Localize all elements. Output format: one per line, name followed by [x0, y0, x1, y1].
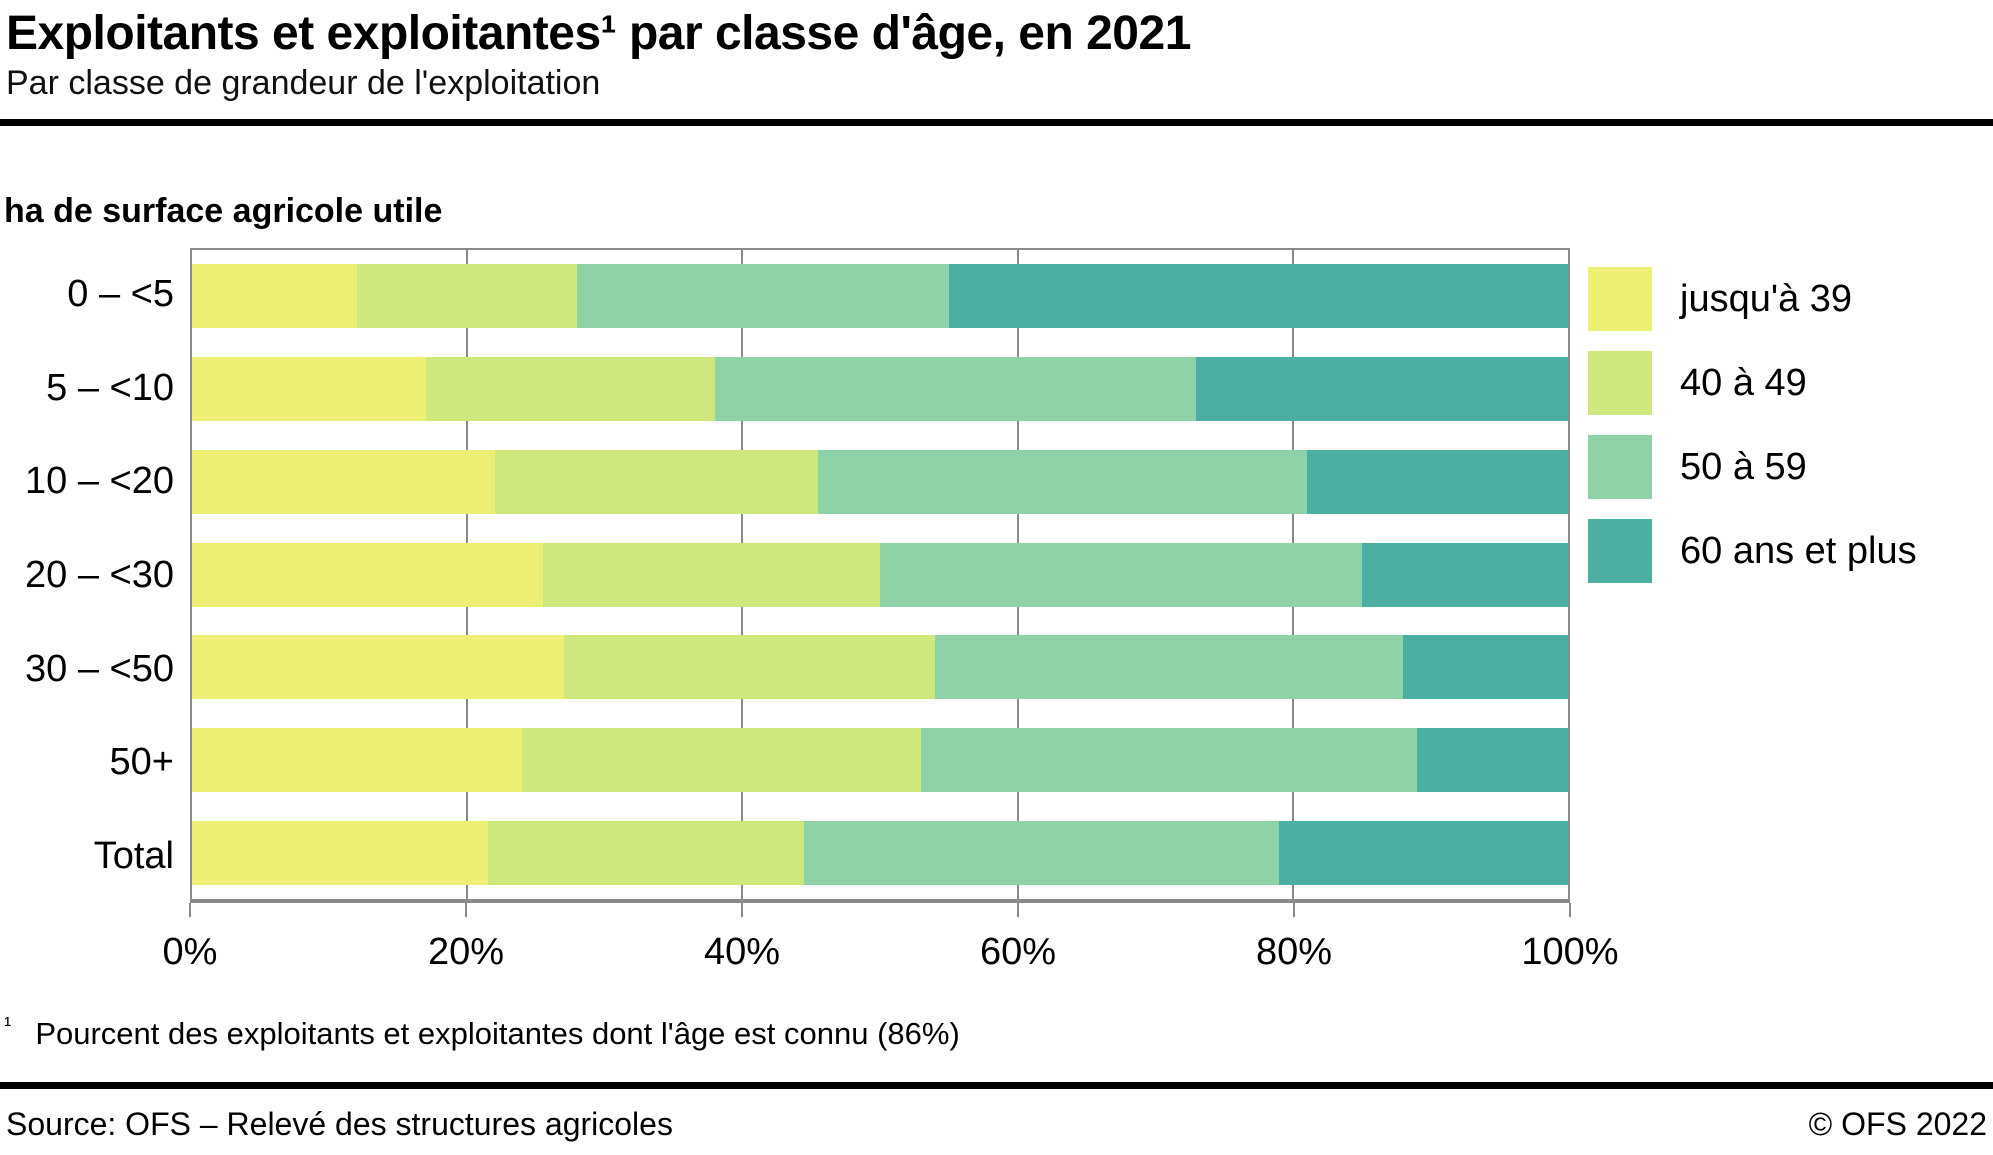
row-label: 10 – <20 — [25, 460, 174, 503]
bar-row — [192, 621, 1568, 714]
legend-label: 40 à 49 — [1680, 361, 1807, 404]
x-axis-tick-label: 0% — [162, 931, 218, 973]
bar-row — [192, 435, 1568, 528]
y-axis-title: ha de surface agricole utile — [4, 192, 443, 230]
legend-swatch — [1588, 435, 1652, 499]
bar-segment — [192, 542, 543, 607]
bar-segment — [577, 264, 949, 329]
row-labels: 0 – <5 5 – <10 10 – <20 20 – <30 30 – <50 50+… — [0, 248, 174, 903]
stacked-bar — [192, 635, 1568, 700]
bar-row — [192, 528, 1568, 621]
bar-segment — [935, 635, 1403, 700]
legend-label: 50 à 59 — [1680, 445, 1807, 488]
bar-segment — [192, 635, 564, 700]
bar-segment — [1361, 542, 1568, 607]
bar-segment — [1196, 357, 1568, 422]
bar-segment — [804, 820, 1280, 885]
page-title: Exploitants et exploitantes¹ par classe … — [6, 7, 1191, 60]
plot-area — [190, 248, 1570, 903]
stacked-bar — [192, 357, 1568, 422]
legend-swatch — [1588, 519, 1652, 583]
row-label: 50+ — [109, 741, 174, 784]
page-subtitle: Par classe de grandeur de l'exploitation — [6, 64, 601, 102]
bar-segment — [1402, 635, 1568, 700]
legend-item: 50 à 59 — [1588, 435, 1917, 499]
legend-item: 40 à 49 — [1588, 351, 1917, 415]
x-axis-tick-label: 60% — [979, 931, 1057, 973]
stacked-bar — [192, 820, 1568, 885]
x-axis-tick-label: 20% — [427, 931, 505, 973]
copyright-text: © OFS 2022 — [1808, 1106, 1987, 1142]
x-axis-tick — [1569, 903, 1571, 917]
x-axis-tick — [741, 903, 743, 917]
footnote: ¹ Pourcent des exploitants et exploitante… — [4, 1012, 960, 1052]
stacked-bar — [192, 449, 1568, 514]
x-axis-tick — [465, 903, 467, 917]
footnote-marker: ¹ — [4, 1012, 12, 1037]
legend-item: jusqu'à 39 — [1588, 267, 1917, 331]
bar-segment — [1279, 820, 1568, 885]
x-axis-tick — [1017, 903, 1019, 917]
bar-segment — [192, 727, 523, 792]
bar-row — [192, 714, 1568, 807]
bar-segment — [487, 820, 805, 885]
bar-segment — [192, 449, 495, 514]
bar-row — [192, 806, 1568, 899]
bar-segment — [357, 264, 578, 329]
legend-swatch — [1588, 267, 1652, 331]
bar-segment — [563, 635, 936, 700]
bar-row — [192, 343, 1568, 436]
source-text: Source: OFS – Relevé des structures agri… — [6, 1106, 673, 1142]
legend: jusqu'à 39 40 à 49 50 à 59 60 ans et plus — [1588, 267, 1917, 603]
bar-segment — [948, 264, 1568, 329]
bar-segment — [879, 542, 1362, 607]
bar-segment — [1416, 727, 1568, 792]
bar-segment — [425, 357, 715, 422]
bar-segment — [192, 820, 488, 885]
stacked-bar — [192, 264, 1568, 329]
top-divider-rule — [0, 119, 1993, 126]
x-axis-tick — [189, 903, 191, 917]
legend-swatch — [1588, 351, 1652, 415]
bar-row — [192, 250, 1568, 343]
x-axis-tick — [1293, 903, 1295, 917]
legend-label: 60 ans et plus — [1680, 529, 1917, 572]
legend-item: 60 ans et plus — [1588, 519, 1917, 583]
row-label: 30 – <50 — [25, 647, 174, 690]
bar-segment — [542, 542, 880, 607]
footer: Source: OFS – Relevé des structures agri… — [6, 1106, 1987, 1143]
bar-segment — [921, 727, 1417, 792]
stacked-bar — [192, 542, 1568, 607]
bar-rows — [192, 250, 1568, 899]
bar-segment — [714, 357, 1197, 422]
footnote-text: Pourcent des exploitants et exploitantes… — [35, 1016, 960, 1051]
row-label: Total — [93, 834, 174, 877]
bottom-divider-rule — [0, 1082, 1993, 1089]
legend-label: jusqu'à 39 — [1680, 277, 1853, 320]
bar-segment — [494, 449, 819, 514]
bar-segment — [192, 264, 358, 329]
x-axis-tick-label: 80% — [1255, 931, 1333, 973]
x-axis-tick-label: 40% — [703, 931, 781, 973]
row-label: 0 – <5 — [67, 273, 174, 316]
row-label: 20 – <30 — [25, 554, 174, 597]
bar-segment — [192, 357, 426, 422]
bar-segment — [1306, 449, 1568, 514]
row-label: 5 – <10 — [46, 366, 174, 409]
x-axis: 0% 20% 40% 60% 80% 100% — [163, 903, 1619, 993]
bar-segment — [522, 727, 922, 792]
stacked-bar — [192, 727, 1568, 792]
x-axis-tick-label: 100% — [1521, 931, 1619, 973]
bar-segment — [818, 449, 1307, 514]
